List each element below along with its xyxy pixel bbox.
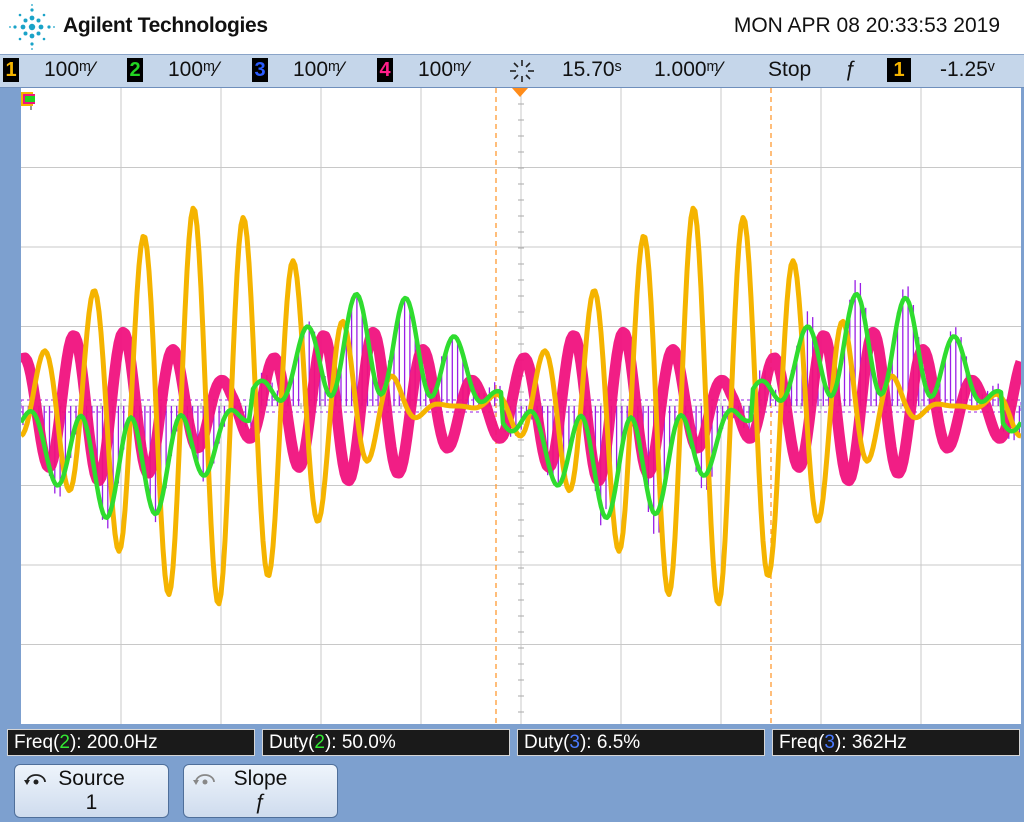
channel-1-trace (21, 205, 1021, 607)
channel-3-scale: 100ᵐ⁄ (293, 58, 344, 81)
measurement-channel: 3 (569, 732, 580, 753)
channel-2-indicator[interactable]: 2 (127, 58, 143, 82)
source-softkey[interactable]: Source 1 (14, 764, 169, 818)
rotate-knob-icon (193, 774, 215, 785)
channel-3-baseline (21, 399, 1021, 413)
header-bar: Agilent Technologies MON APR 08 20:33:53… (0, 0, 1024, 54)
measurement-label: Freq( (14, 732, 60, 753)
slope-softkey-value: ƒ (254, 791, 267, 814)
channel-1-indicator[interactable]: 1 (3, 58, 19, 82)
measurement-freq-ch3: Freq(3): 362Hz (772, 729, 1020, 756)
measurement-label: Duty( (269, 732, 315, 753)
brand-name: Agilent Technologies (63, 14, 268, 37)
channel-4-scale: 100ᵐ⁄ (418, 58, 469, 81)
waveform-display[interactable] (21, 88, 1021, 724)
measurement-duty-ch2: Duty(2): 50.0% (262, 729, 510, 756)
waveform-canvas (21, 88, 1021, 724)
timebase-scale: 1.000ᵐ⁄ (654, 58, 723, 81)
trigger-source-indicator[interactable]: 1 (887, 58, 911, 82)
status-bar: 1 100ᵐ⁄ 2 100ᵐ⁄ 3 100ᵐ⁄ 4 100ᵐ⁄ 15.70ˢ 1… (0, 54, 1024, 88)
source-softkey-value: 1 (85, 791, 98, 814)
measurement-value: ): 50.0% (324, 732, 396, 753)
measurement-value: ): 362Hz (834, 732, 907, 753)
horizontal-delay-value: 15.70ˢ (562, 58, 622, 81)
channel-4-indicator[interactable]: 4 (377, 58, 393, 82)
ground-reference-marker-icon (21, 92, 35, 110)
date-time-display: MON APR 08 20:33:53 2019 (733, 14, 1000, 37)
run-state: Stop (768, 58, 812, 81)
slope-softkey[interactable]: Slope ƒ (183, 764, 338, 818)
measurement-value: ): 200.0Hz (69, 732, 158, 753)
trigger-level: -1.25ᵛ (940, 58, 995, 81)
measurement-label: Freq( (779, 732, 825, 753)
measurement-channel: 3 (824, 732, 835, 753)
measurement-channel: 2 (314, 732, 325, 753)
measurement-duty-ch3: Duty(3): 6.5% (517, 729, 765, 756)
channel-2-trace (21, 291, 1021, 521)
measurement-freq-ch2: Freq(2): 200.0Hz (7, 729, 255, 756)
channel-2-scale: 100ᵐ⁄ (168, 58, 219, 81)
channel-3-indicator[interactable]: 3 (252, 58, 268, 82)
agilent-spark-logo-icon (9, 4, 55, 50)
measurement-channel: 2 (59, 732, 70, 753)
channel-4-trace (21, 326, 1021, 487)
trigger-position-marker (512, 88, 528, 97)
rotate-knob-icon (24, 774, 46, 785)
measurement-label: Duty( (524, 732, 570, 753)
horizontal-delay-icon (510, 60, 534, 82)
slope-softkey-label: Slope (233, 767, 288, 790)
source-softkey-label: Source (58, 767, 125, 790)
measurement-value: ): 6.5% (579, 732, 641, 753)
trigger-slope-indicator: ƒ (845, 58, 857, 81)
channel-1-scale: 100ᵐ⁄ (44, 58, 95, 81)
